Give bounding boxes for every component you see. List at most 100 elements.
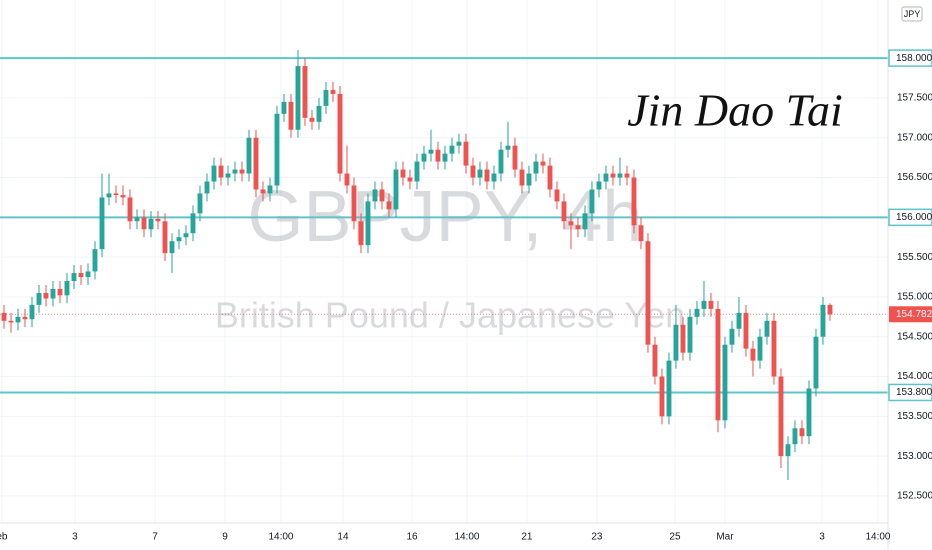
level-label-box — [888, 208, 932, 227]
y-tick-label: 155.000 — [897, 292, 932, 303]
candle-body — [624, 173, 630, 178]
candle-body — [617, 173, 623, 178]
candle-body — [141, 217, 147, 230]
x-tick-label: 14:00 — [454, 532, 479, 543]
candle-body — [309, 117, 315, 122]
candle-body — [197, 193, 203, 214]
candle-body — [778, 376, 784, 457]
candle-body — [582, 213, 588, 230]
candle-body — [498, 149, 504, 174]
grid — [0, 0, 888, 523]
candle-body — [673, 324, 679, 361]
candle-body — [78, 273, 84, 278]
candle-body — [645, 241, 651, 345]
candle-body — [218, 165, 224, 178]
candle-body — [113, 193, 119, 196]
candle-body — [92, 249, 98, 272]
candle-body — [253, 137, 259, 190]
candle-body — [589, 189, 595, 214]
x-tick-label: 14:00 — [268, 532, 293, 543]
y-tick-label: 155.500 — [897, 252, 932, 263]
candle-body — [281, 101, 287, 114]
candle-body — [701, 300, 707, 309]
candle-body — [176, 237, 182, 242]
candle-body — [274, 113, 280, 186]
x-tick-label: 14:00 — [865, 532, 890, 543]
candle-body — [85, 271, 91, 278]
x-tick-label: Mar — [716, 532, 734, 543]
candle-body — [484, 169, 490, 182]
candle-body — [806, 388, 812, 437]
x-tick-label: 3 — [72, 532, 78, 543]
currency-label[interactable]: JPY — [904, 9, 921, 19]
candle-body — [785, 444, 791, 457]
y-tick-label: 157.500 — [897, 93, 932, 104]
candle-body — [288, 101, 294, 130]
candle-body — [561, 201, 567, 222]
x-tick-label: 7 — [152, 532, 158, 543]
candle-body — [22, 316, 28, 320]
candle-body — [267, 185, 273, 194]
candle-body — [246, 137, 252, 174]
candle-body — [575, 225, 581, 230]
candle-body — [694, 308, 700, 317]
x-tick-label: 9 — [222, 532, 228, 543]
candle-body — [190, 213, 196, 234]
candle-body — [393, 169, 399, 210]
candle-body — [610, 173, 616, 178]
candle-body — [29, 304, 35, 320]
candle-body — [827, 304, 833, 315]
candle-body — [750, 348, 756, 361]
candle-body — [568, 221, 574, 226]
candle-body — [421, 153, 427, 162]
last-price-label: 154.782 — [896, 309, 932, 320]
candle-body — [603, 173, 609, 182]
candle-body — [652, 344, 658, 377]
x-tick-label: 21 — [521, 532, 533, 543]
currency-box[interactable] — [901, 6, 923, 22]
y-tick-label: 153.000 — [897, 451, 932, 462]
candle-body — [351, 185, 357, 222]
candle-body — [295, 66, 301, 130]
candle-body — [372, 189, 378, 202]
candle-body — [519, 169, 525, 186]
candle-body — [680, 324, 686, 353]
candle-body — [820, 304, 826, 337]
x-tick-label: 25 — [669, 532, 681, 543]
y-tick-label: 156.500 — [897, 172, 932, 183]
candle-body — [302, 66, 308, 118]
candle-body — [211, 165, 217, 182]
candle-body — [239, 169, 245, 174]
candle-body — [225, 173, 231, 178]
candle-body — [505, 145, 511, 150]
level-label: 158.000 — [896, 53, 932, 64]
level-label: 153.800 — [896, 387, 932, 398]
level-label-box — [888, 49, 932, 67]
y-tick-label: 154.000 — [897, 371, 932, 382]
candle-body — [36, 292, 42, 305]
candle-body — [414, 161, 420, 182]
candle-body — [344, 173, 350, 186]
candle-body — [456, 141, 462, 146]
candle-body — [435, 149, 441, 162]
candle-body — [659, 376, 665, 417]
y-tick-label: 152.500 — [897, 491, 932, 502]
candle-body — [477, 169, 483, 178]
candle-body — [365, 201, 371, 246]
x-tick-label: 23 — [591, 532, 603, 543]
y-tick-label: 153.500 — [897, 411, 932, 422]
candle-body — [57, 288, 63, 296]
candle-body — [183, 233, 189, 238]
candle-body — [491, 173, 497, 182]
candles — [1, 50, 833, 481]
candle-body — [722, 344, 728, 421]
levels — [0, 57, 888, 394]
candle-body — [337, 93, 343, 174]
candle-body — [148, 218, 154, 230]
candle-body — [1, 312, 7, 321]
candle-body — [743, 312, 749, 349]
candle-body — [43, 292, 49, 299]
candle-body — [379, 189, 385, 202]
candle-body — [463, 141, 469, 166]
candle-body — [50, 288, 56, 299]
